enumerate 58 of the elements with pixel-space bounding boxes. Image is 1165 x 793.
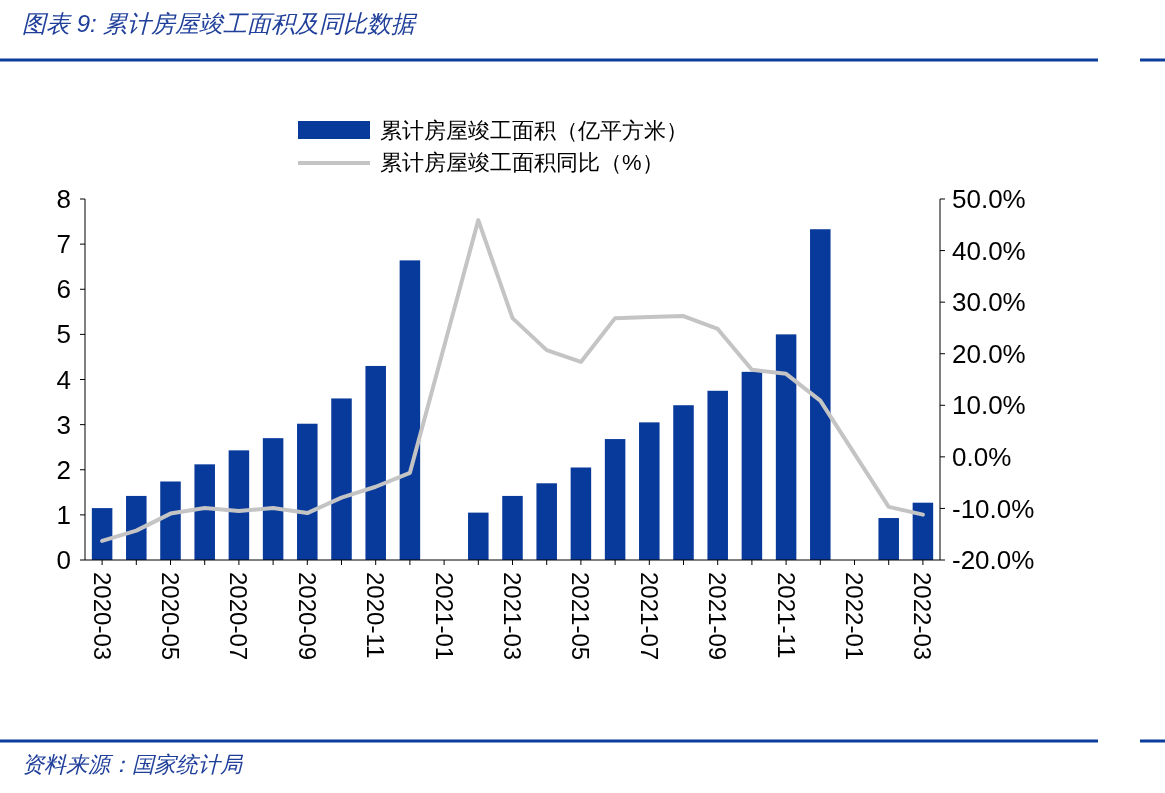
y-tick-label: 5 xyxy=(56,319,71,350)
bar xyxy=(297,423,318,560)
x-tick-label: 2021-09 xyxy=(704,572,732,661)
x-tick-label: 2021-05 xyxy=(567,572,595,661)
x-tick-label: 2022-03 xyxy=(909,572,937,661)
bar xyxy=(194,464,215,560)
y-tick-label: 8 xyxy=(56,184,71,215)
y-tick-label: 7 xyxy=(56,229,71,260)
bar xyxy=(365,365,386,560)
y2-tick-label: 50.0% xyxy=(952,184,1026,215)
y2-tick-label: -20.0% xyxy=(952,545,1035,576)
y2-tick-label: -10.0% xyxy=(952,493,1035,524)
y-tick-label: 3 xyxy=(56,409,71,440)
legend-label: 累计房屋竣工面积同比（%） xyxy=(380,149,664,175)
bar xyxy=(639,422,660,560)
x-tick-label: 2020-03 xyxy=(88,572,116,661)
bar xyxy=(570,467,592,560)
bar xyxy=(331,398,352,560)
x-tick-label: 2021-11 xyxy=(772,572,800,659)
bar xyxy=(126,495,147,560)
line-series xyxy=(100,218,925,543)
bar xyxy=(502,495,523,560)
y-tick-label: 2 xyxy=(56,454,71,485)
y2-tick-label: 0.0% xyxy=(952,441,1012,472)
bar xyxy=(91,508,113,560)
x-tick-label: 2021-01 xyxy=(430,572,458,661)
bar xyxy=(228,450,250,560)
bar xyxy=(912,502,934,560)
y2-tick-label: 20.0% xyxy=(952,338,1026,369)
y-tick-label: 1 xyxy=(56,499,71,530)
x-tick-label: 2020-09 xyxy=(293,572,321,661)
bar xyxy=(741,371,763,560)
bar xyxy=(673,405,694,560)
y-tick-label: 0 xyxy=(56,545,71,576)
y2-tick-label: 40.0% xyxy=(952,235,1026,266)
bar xyxy=(775,334,797,560)
bar xyxy=(160,481,181,560)
x-tick-label: 2021-07 xyxy=(635,572,663,661)
bar xyxy=(536,483,557,560)
chart-title: 图表 9: 累计房屋竣工面积及同比数据 xyxy=(22,10,419,37)
x-tick-label: 2020-11 xyxy=(362,572,390,659)
y2-tick-label: 30.0% xyxy=(952,287,1026,318)
y2-tick-label: 10.0% xyxy=(952,390,1026,421)
bar xyxy=(878,518,899,560)
bar xyxy=(262,438,284,560)
x-tick-label: 2021-03 xyxy=(499,572,527,661)
bar xyxy=(707,390,728,560)
bar xyxy=(468,512,489,560)
x-tick-label: 2020-05 xyxy=(157,572,185,661)
legend-label: 累计房屋竣工面积（亿平方米） xyxy=(380,117,688,143)
x-tick-label: 2020-07 xyxy=(225,572,253,661)
y-tick-label: 6 xyxy=(56,274,71,305)
bar xyxy=(810,229,831,560)
y-tick-label: 4 xyxy=(56,364,71,395)
bar xyxy=(604,439,626,560)
text: 资料来源：国家统计局 xyxy=(22,752,244,777)
x-tick-label: 2022-01 xyxy=(841,572,869,661)
bar xyxy=(399,260,421,560)
